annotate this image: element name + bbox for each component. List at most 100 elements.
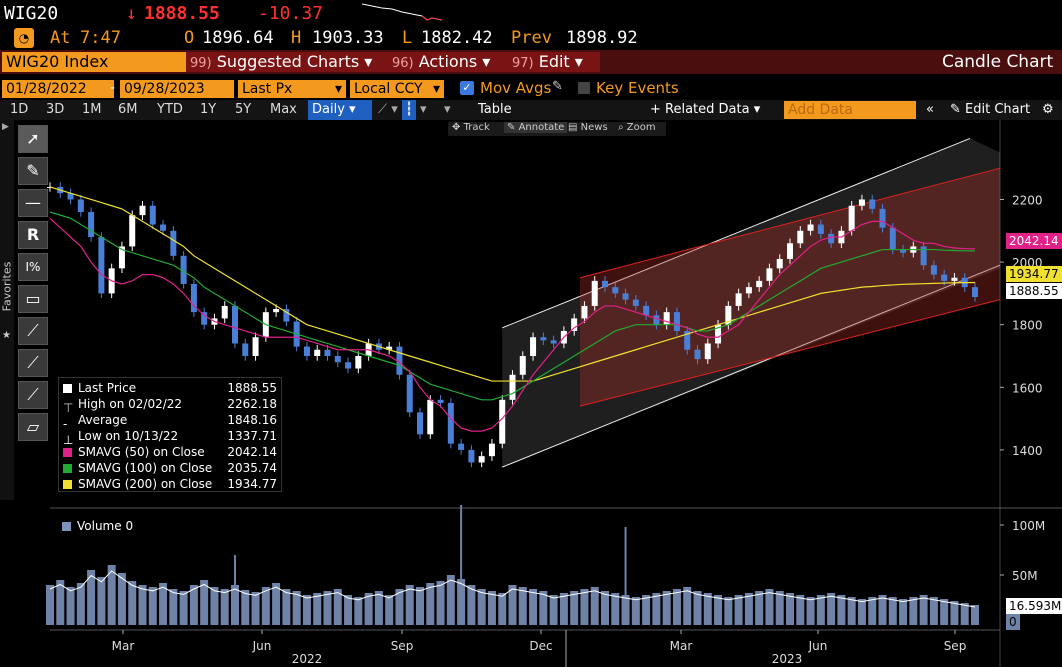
percent-tool-icon[interactable]: I% [18,253,48,281]
pencil-icon[interactable]: ✎ [552,79,563,94]
period-1y[interactable]: 1Y [200,102,217,117]
candle-body [129,215,136,247]
favorites-star-icon[interactable]: ★ [2,330,11,341]
candle-body [160,224,167,231]
volume-tick-label: 50M [1012,569,1038,583]
candle-body [807,224,814,231]
white-channel-top [502,137,971,329]
volume-bar [66,587,75,625]
mov-avgs-checkbox[interactable]: ✓ [460,81,474,95]
table-button[interactable]: Table [478,102,512,117]
candle-body [941,274,948,281]
volume-bar [662,591,671,625]
volume-bar [796,595,805,625]
overlay-dropdown[interactable]: ▾ [444,102,451,117]
candle-body [345,362,352,369]
sparkline [362,3,442,21]
candle-body [478,456,485,463]
candle-body [180,255,187,284]
ticker: WIG20 [4,3,59,24]
pointer-tool-icon[interactable]: ➚ [18,125,48,153]
candle-body [951,277,958,281]
edit-button[interactable]: 97) Edit ▾ [508,52,600,72]
volume-bar [539,591,548,625]
price-field-select[interactable]: Last Px ▾ [238,80,346,98]
index-name[interactable]: WIG20 Index [2,52,186,72]
volume-bar [169,589,178,625]
volume-bar [210,587,219,625]
volume-bar [559,593,568,625]
volume-bar [857,599,866,625]
mov-avgs-label[interactable]: Mov Avgs [480,79,552,97]
candle-body [889,227,896,250]
start-date-field[interactable]: 01/28/2022 [2,80,114,98]
horizontal-line-tool-icon[interactable]: — [18,189,48,217]
eraser-tool-icon[interactable]: ▱ [18,413,48,441]
period-5y[interactable]: 5Y [235,102,252,117]
volume-bar [971,605,979,625]
end-date-field[interactable]: 09/28/2023 [120,80,234,98]
volume-bar [148,587,157,625]
text-tool-icon[interactable]: R [18,221,48,249]
draw-line-tool-icon[interactable]: ✎ [18,157,48,185]
candle-body [530,337,537,356]
actions-button[interactable]: 96) Actions ▾ [388,52,510,72]
volume-bar [251,592,260,625]
currency-select[interactable]: Local CCY ▾ [350,80,444,98]
candle-chart-icon[interactable]: ┇ [402,100,416,120]
candle-body [98,237,105,294]
period-1d[interactable]: 1D [10,102,29,117]
candle-body [232,305,238,344]
volume-bar [76,583,85,625]
candle-body [622,293,629,300]
channel-tool-icon[interactable]: ⟋ [18,349,48,377]
period-max[interactable]: Max [270,102,297,117]
expand-arrow-icon[interactable]: ▶ [2,122,9,132]
related-data-button[interactable]: + Related Data ▾ [650,102,761,117]
candle-body [242,343,249,356]
period-1m[interactable]: 1M [82,102,102,117]
volume-bar [734,595,743,625]
key-events-checkbox[interactable] [578,82,590,94]
low-value: 1882.42 [421,28,493,48]
period-6m[interactable]: 6M [118,102,138,117]
rectangle-tool-icon[interactable]: ▭ [18,285,48,313]
candle-body [817,224,824,234]
suggested-charts-button[interactable]: 99) Suggested Charts ▾ [186,52,390,72]
candle-body [879,208,886,228]
candle-body [447,402,454,444]
legend-row-sma50[interactable]: SMAVG (50) on Close 2042.14 [63,444,279,460]
fib-tool-icon[interactable]: ⟋ [18,381,48,409]
volume-bar [282,589,291,625]
candle-body [643,305,650,316]
x-tick-label: Jun [252,639,272,653]
prev-value: 1898.92 [566,28,638,48]
chart-style-dropdown[interactable]: ▾ [420,102,427,117]
legend-row-sma100[interactable]: SMAVG (100) on Close 2035.74 [63,460,279,476]
frequency-select[interactable]: Daily ▾ [308,100,372,120]
collapse-icon[interactable]: « [926,102,934,117]
favorites-strip[interactable]: ▶ Favorites ★ [0,120,14,500]
trendline-tool-icon[interactable]: ⟋ [18,317,48,345]
period-3d[interactable]: 3D [46,102,65,117]
edit-chart-button[interactable]: ✎ Edit Chart [950,102,1031,117]
key-events-label[interactable]: Key Events [596,79,679,97]
settings-gear-icon[interactable]: ⚙ [1042,102,1054,117]
track-button[interactable]: ✥ Track [452,122,490,133]
period-ytd[interactable]: YTD [157,102,183,117]
legend-row-sma200[interactable]: SMAVG (200) on Close 1934.77 [63,476,279,492]
volume-legend[interactable]: Volume 0 [58,518,158,534]
news-button[interactable]: ▤ News [568,122,608,133]
add-data-input[interactable]: Add Data [784,101,916,119]
volume-bar [601,591,609,625]
legend-row-last-price[interactable]: Last Price 1888.55 [63,380,279,396]
zoom-button[interactable]: ⌕ Zoom [618,122,656,133]
volume-bar [385,595,394,625]
annotate-button[interactable]: ✎ Annotate [504,122,568,133]
chart-controls: 01/28/2022 - 09/28/2023 Last Px ▾ Local C… [0,78,1062,100]
volume-bar [580,589,589,625]
candle-body [139,205,146,216]
high-value: 1903.33 [312,28,384,48]
line-chart-icon[interactable]: ⟋ ▾ [378,102,398,117]
